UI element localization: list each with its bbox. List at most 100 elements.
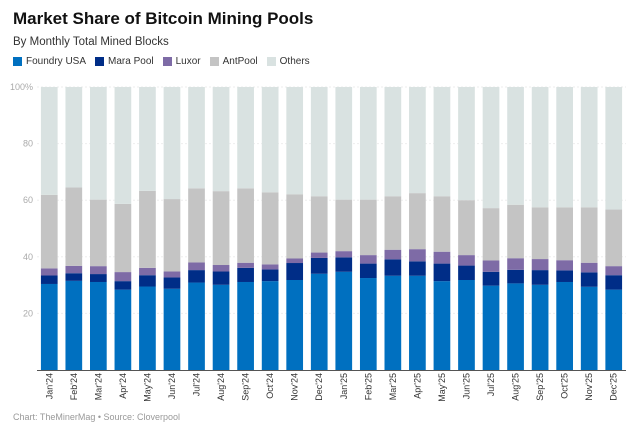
bar-segment (114, 203, 132, 273)
bar-segment (482, 271, 500, 286)
bar-segment (335, 87, 353, 200)
bar-segment (90, 281, 107, 370)
bar-segment (286, 263, 304, 281)
bar-segment (163, 277, 181, 289)
bar-segment (335, 199, 353, 252)
bar-segment (605, 209, 623, 267)
bar-segment (580, 286, 598, 370)
x-tick-label: Feb'24 (69, 373, 79, 400)
bar-segment (114, 87, 132, 204)
bar-segment (433, 263, 451, 282)
bar-segment (458, 200, 475, 256)
bar-segment (556, 270, 573, 282)
bar-segment (188, 87, 205, 189)
bar-segment (212, 271, 230, 285)
bar-segment (409, 261, 426, 276)
bar-segment (556, 260, 573, 271)
bar-segment (237, 281, 254, 370)
legend-item: Others (266, 56, 310, 67)
bar-segment (139, 275, 156, 287)
bar-segment (40, 194, 58, 269)
legend-swatch (13, 57, 22, 66)
bar-segment (188, 270, 205, 283)
bar-segment (605, 87, 623, 210)
bar-segment (384, 259, 402, 276)
x-tick-label: Jul'24 (192, 373, 202, 396)
bar-segment (310, 252, 328, 258)
legend-item: Mara Pool (95, 56, 154, 67)
bar-segment (139, 286, 156, 370)
bar-segment (359, 278, 377, 370)
chart-footer: Chart: TheMinerMag • Source: Cloverpool (13, 412, 181, 422)
x-tick-label: May'24 (142, 373, 152, 402)
bar-segment (384, 196, 402, 250)
bar-segment (261, 87, 279, 193)
legend-label: Others (279, 56, 310, 67)
bar-segment (335, 257, 353, 272)
bar-segment (482, 285, 500, 370)
bar-segment (531, 259, 549, 271)
bar-segment (580, 87, 598, 208)
x-tick-label: Jul'25 (486, 373, 496, 396)
bar-segment (507, 283, 524, 370)
bar-segment (286, 280, 304, 370)
x-tick-label: Mar'24 (93, 373, 103, 400)
bar-segment (556, 281, 573, 370)
bar-segment (409, 193, 426, 250)
bar-segment (286, 258, 304, 264)
x-tick-label: Jun'25 (461, 373, 471, 399)
bar-segment (531, 87, 549, 208)
bar-segment (531, 284, 549, 370)
legend-swatch (209, 57, 219, 66)
bar-segment (384, 249, 402, 260)
bar-segment (163, 199, 181, 272)
x-tick-label: Apr'24 (118, 373, 128, 399)
bar-segment (212, 87, 230, 192)
bar-segment (310, 257, 328, 274)
y-tick-label: 100% (10, 82, 33, 92)
bar-segment (409, 275, 426, 370)
bar-segment (458, 87, 475, 201)
bar-segment (114, 272, 132, 282)
bar-segment (163, 87, 181, 200)
bar-segment (359, 87, 377, 200)
bar-segment (114, 289, 132, 370)
chart-subtitle: By Monthly Total Mined Blocks (13, 36, 169, 48)
bar-segment (90, 87, 107, 200)
bar-segment (261, 264, 279, 270)
bar-segment (433, 87, 451, 197)
bar-segment (261, 281, 279, 370)
bar-segment (237, 267, 254, 282)
legend-item: Foundry USA (13, 56, 86, 67)
bar-segment (286, 194, 304, 259)
bar-segment (580, 262, 598, 273)
bar-segment (556, 87, 573, 208)
x-tick-label: Mar'25 (388, 373, 398, 400)
bar-segment (40, 87, 58, 195)
legend-label: Foundry USA (26, 56, 87, 67)
bar-segment (580, 272, 598, 287)
x-tick-label: Nov'24 (290, 373, 300, 401)
chart-title: Market Share of Bitcoin Mining Pools (13, 9, 314, 28)
bar-segment (433, 281, 451, 370)
x-tick-label: Jan'25 (339, 373, 349, 399)
bar-segment (90, 199, 107, 267)
x-tick-label: Aug'24 (216, 373, 226, 401)
legend-swatch (266, 57, 276, 66)
y-tick-label: 20 (23, 308, 33, 318)
x-tick-label: Jun'24 (167, 373, 177, 399)
x-tick-label: Jan'24 (44, 373, 54, 399)
bar-segment (40, 275, 58, 284)
bar-segment (482, 87, 500, 209)
bar-segment (580, 207, 598, 263)
bar-segment (237, 262, 254, 268)
bar-segment (65, 273, 83, 281)
legend-swatch (162, 57, 172, 66)
bar-segment (507, 204, 524, 259)
x-tick-label: May'25 (437, 373, 447, 402)
legend-label: AntPool (222, 56, 258, 67)
x-tick-label: Apr'25 (412, 373, 422, 399)
bar-segment (237, 87, 254, 189)
legend: Foundry USA Mara Pool Luxor AntPool Others (13, 56, 310, 67)
